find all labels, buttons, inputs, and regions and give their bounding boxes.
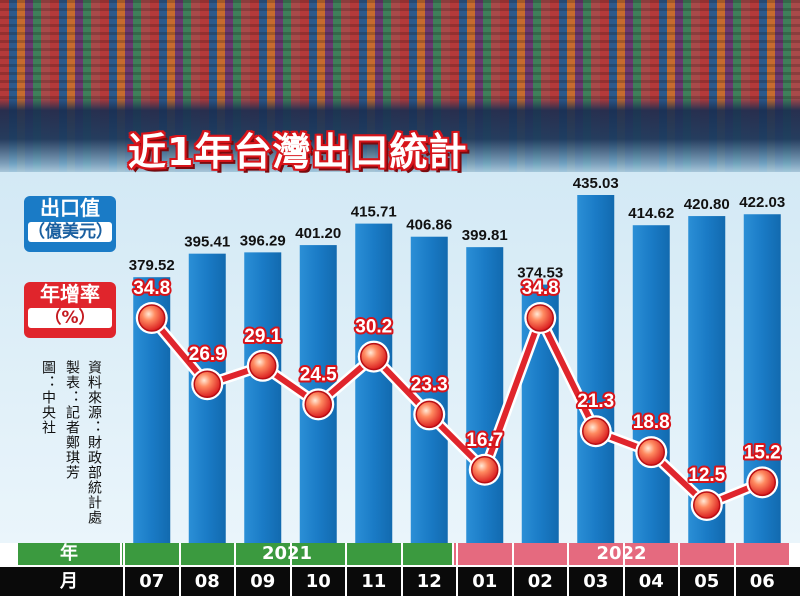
- export-value-bar: [577, 195, 615, 543]
- plot-background: [0, 172, 800, 543]
- export-value-label: 422.03: [739, 194, 785, 211]
- growth-rate-label: 18.8: [633, 412, 670, 433]
- growth-rate-label: 29.1: [244, 326, 281, 347]
- growth-rate-label: 34.8: [522, 278, 559, 299]
- chart-plot: 379.52 395.41 396.29 401.20 415.71 406.86 399.…: [0, 172, 800, 543]
- year-row-divider: [289, 543, 292, 565]
- export-value-bar: [355, 223, 393, 543]
- month-tick-label: 09: [250, 571, 276, 592]
- maker-credit: 製表：記者鄭琪芳: [64, 360, 80, 480]
- growth-rate-point: [304, 390, 332, 419]
- year-row-divider: [123, 543, 125, 565]
- export-value-label: 374.53: [517, 265, 563, 282]
- growth-rate-label: 24.5: [300, 364, 337, 385]
- year-axis-row: 年 2021 2022: [0, 543, 800, 565]
- growth-rate-point: [693, 491, 721, 519]
- export-value-label: 435.03: [573, 175, 619, 192]
- month-row-label: 月: [60, 571, 78, 592]
- month-tick-label: 03: [583, 571, 609, 592]
- month-divider: [511, 567, 514, 596]
- data-source-credit: 資料來源：財政部統計處: [86, 360, 102, 525]
- month-tick-label: 12: [416, 571, 442, 592]
- month-divider: [345, 567, 347, 596]
- legend-growth-rate-label: 年增率: [40, 282, 100, 306]
- container-ship-photo: [0, 0, 800, 178]
- month-divider: [234, 567, 236, 596]
- growth-rate-point: [415, 400, 443, 429]
- export-value-label: 401.20: [295, 225, 341, 242]
- growth-rate-point: [138, 304, 166, 332]
- year-row-divider: [400, 543, 403, 565]
- export-value-label: 399.81: [462, 227, 508, 244]
- legend-growth-rate: 年增率 （%）: [24, 282, 116, 338]
- year-2021-segment: 2021: [122, 543, 452, 565]
- export-value-label: 414.62: [628, 205, 674, 222]
- month-divider: [733, 567, 736, 596]
- export-value-label: 395.41: [184, 234, 230, 251]
- month-tick-label: 11: [361, 571, 387, 592]
- growth-rate-point: [249, 352, 277, 380]
- legend-export-value: 出口值 （億美元）: [24, 196, 116, 252]
- year-row-label: 年: [18, 543, 120, 565]
- export-value-label: 415.71: [351, 204, 397, 221]
- year-row-divider: [622, 543, 625, 565]
- month-divider: [178, 567, 181, 596]
- chart-title: 近1年台灣出口統計: [128, 130, 468, 174]
- month-tick-label: 06: [749, 571, 775, 592]
- export-value-label: 396.29: [240, 232, 286, 249]
- export-value-bar: [632, 225, 670, 543]
- month-tick-label: 01: [472, 571, 498, 592]
- year-2022-segment: 2022: [454, 543, 789, 565]
- growth-rate-label: 12.5: [688, 465, 725, 486]
- growth-rate-point: [748, 468, 776, 497]
- year-row-divider: [567, 543, 569, 565]
- export-value-label: 406.86: [406, 217, 452, 234]
- growth-rate-label: 26.9: [189, 344, 226, 365]
- month-tick-label: 04: [638, 571, 664, 592]
- month-divider: [400, 567, 403, 596]
- growth-rate-point: [360, 342, 388, 371]
- year-row-divider: [234, 543, 236, 565]
- growth-rate-label: 30.2: [355, 317, 392, 338]
- month-divider: [123, 567, 125, 596]
- growth-rate-label: 21.3: [577, 391, 614, 412]
- month-tick-label: 10: [305, 571, 331, 592]
- growth-rate-label: 16.7: [466, 430, 503, 451]
- year-row-divider: [511, 543, 514, 565]
- year-row-divider: [456, 543, 458, 565]
- export-value-label: 379.52: [129, 257, 175, 274]
- image-credit: 圖：中央社: [40, 360, 56, 435]
- growth-rate-point: [637, 438, 665, 466]
- growth-rate-label: 15.2: [744, 442, 781, 463]
- year-row-divider: [678, 543, 680, 565]
- legend-growth-rate-unit: （%）: [28, 308, 112, 328]
- growth-rate-label: 23.3: [411, 374, 448, 395]
- month-tick-label: 07: [139, 571, 165, 592]
- month-divider: [567, 567, 569, 596]
- month-tick-label: 08: [194, 571, 220, 592]
- growth-rate-point: [582, 417, 610, 445]
- legend-export-value-label: 出口值: [40, 196, 100, 220]
- growth-rate-point: [471, 456, 499, 484]
- month-axis-row: 月 07 08 09 10 11 12 01 02 03 04 05 06: [0, 567, 800, 596]
- growth-rate-point: [526, 304, 554, 332]
- year-row-divider: [733, 543, 736, 565]
- export-value-label: 420.80: [684, 196, 730, 213]
- month-divider: [622, 567, 625, 596]
- legend-export-value-unit: （億美元）: [28, 222, 113, 242]
- month-divider: [289, 567, 292, 596]
- growth-rate-label: 34.8: [133, 278, 170, 299]
- growth-rate-point: [193, 370, 221, 398]
- month-divider: [456, 567, 458, 596]
- month-divider: [678, 567, 680, 596]
- year-row-divider: [178, 543, 181, 565]
- year-row-divider: [345, 543, 347, 565]
- export-value-bar: [244, 252, 282, 543]
- month-tick-label: 05: [694, 571, 720, 592]
- export-value-bar: [410, 236, 448, 543]
- month-tick-label: 02: [527, 571, 553, 592]
- export-value-bar: [466, 247, 504, 543]
